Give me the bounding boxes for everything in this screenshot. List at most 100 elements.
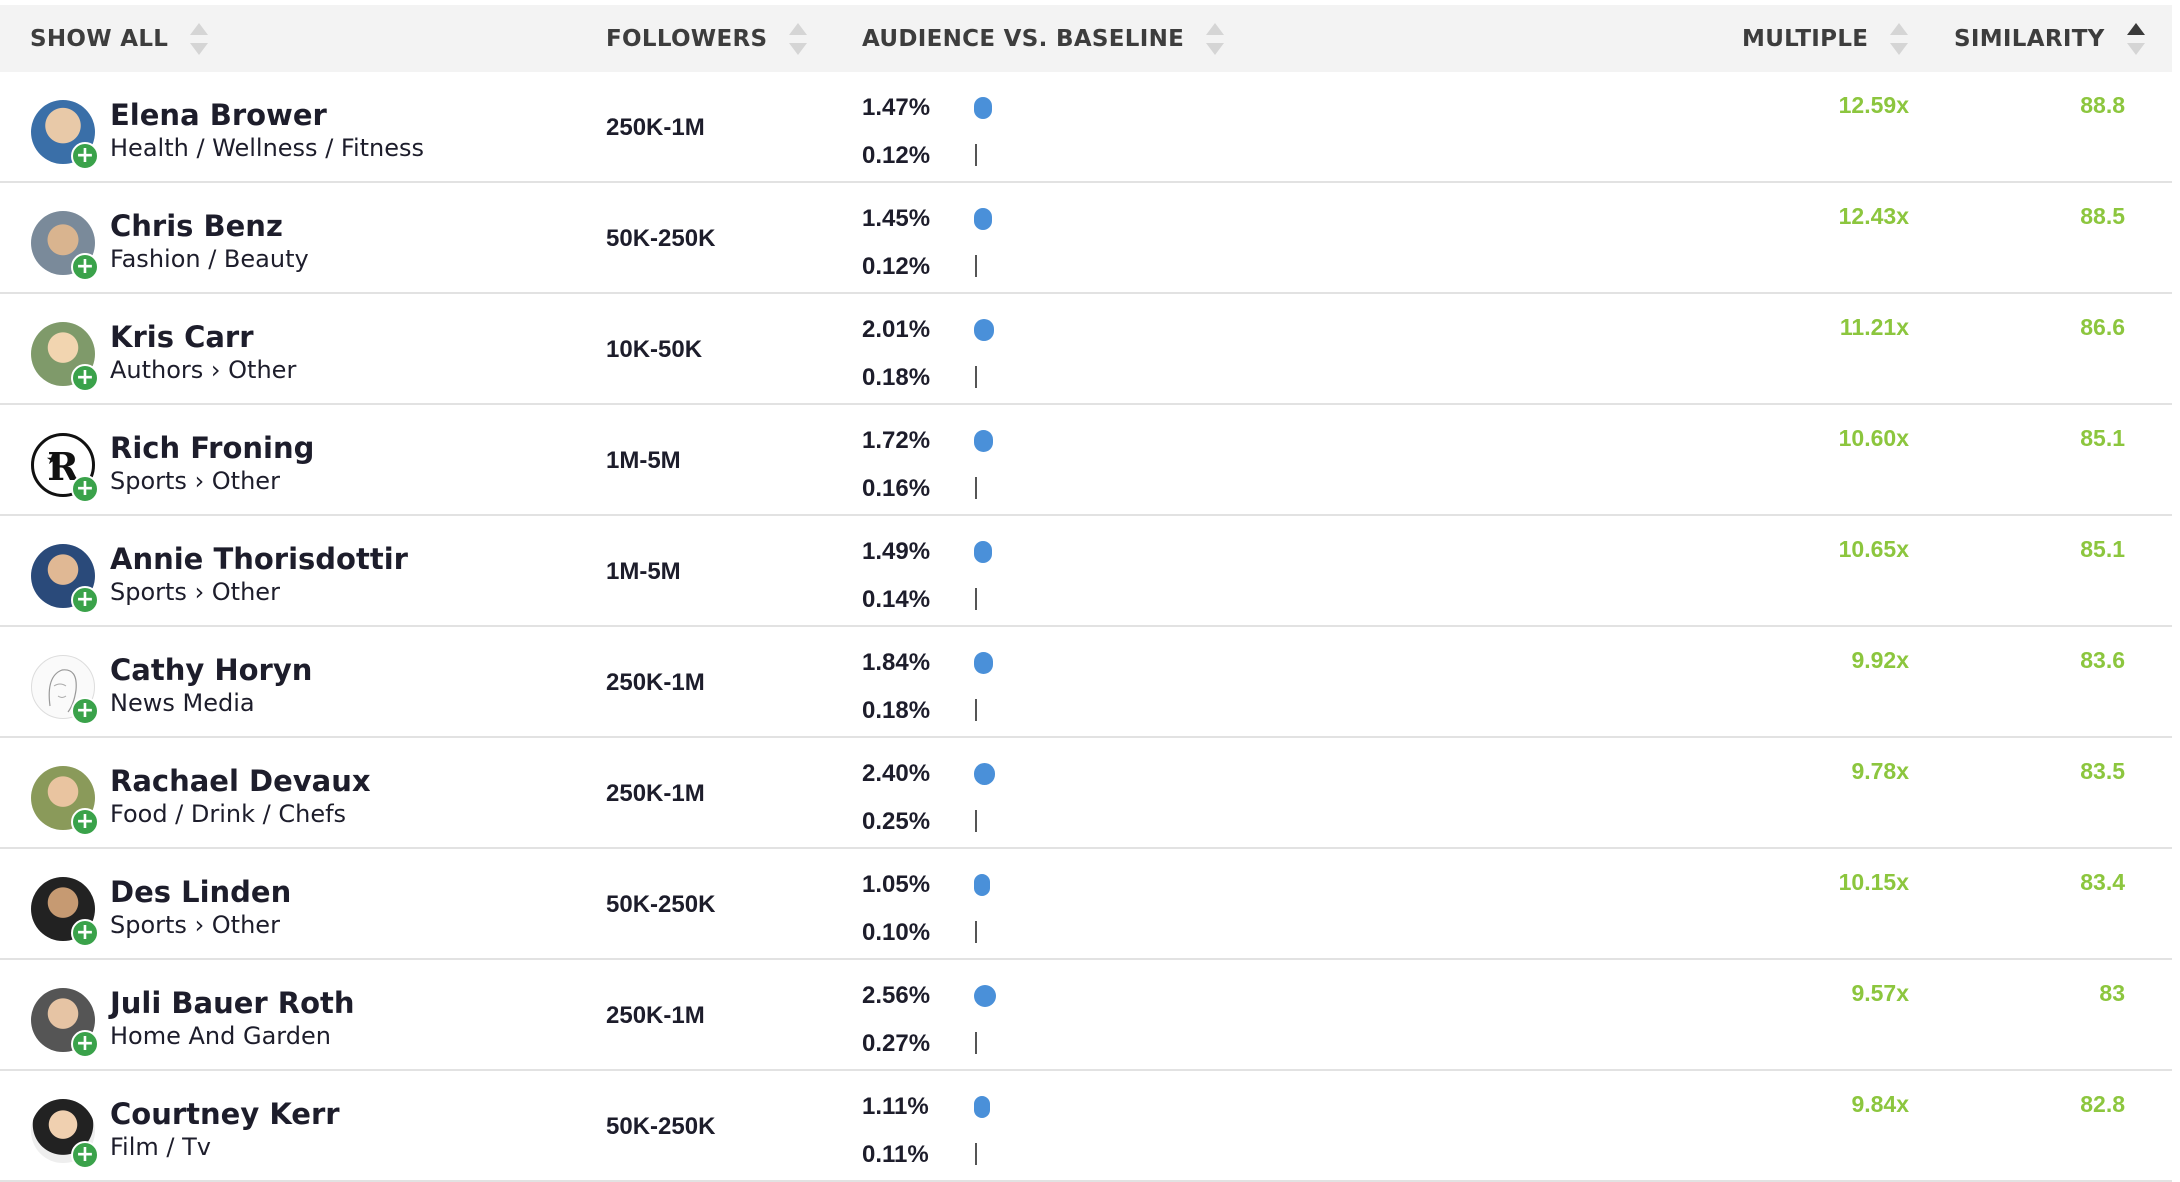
audience-percent: 1.11% <box>862 1093 929 1120</box>
table-row[interactable]: + Des Linden Sports › Other 50K-250K 1.0… <box>0 849 2172 960</box>
influencer-category: Sports › Other <box>110 578 280 606</box>
avatar[interactable]: + <box>31 877 99 947</box>
avatar[interactable]: + <box>31 211 99 281</box>
add-icon[interactable]: + <box>71 253 99 281</box>
influencer-name[interactable]: Courtney Kerr <box>110 1097 340 1131</box>
audience-percent: 2.01% <box>862 316 931 343</box>
avatar[interactable]: + <box>31 100 99 170</box>
sort-similarity[interactable]: SIMILARITY <box>1954 5 2145 72</box>
multiple-value: 12.43x <box>1838 203 1909 229</box>
add-icon[interactable]: + <box>71 1030 99 1058</box>
followers-range: 1M-5M <box>606 447 681 474</box>
followers-range: 250K-1M <box>606 780 705 807</box>
audience-bar <box>974 319 994 341</box>
avatar[interactable]: + <box>31 766 99 836</box>
add-icon[interactable]: + <box>71 919 99 947</box>
followers-range: 1M-5M <box>606 558 681 585</box>
similarity-value: 88.5 <box>2080 203 2125 229</box>
influencer-name[interactable]: Annie Thorisdottir <box>110 542 408 576</box>
add-icon[interactable]: + <box>71 586 99 614</box>
audience-bar <box>974 652 993 674</box>
influencer-name[interactable]: Elena Brower <box>110 98 327 132</box>
audience-percent: 2.56% <box>862 982 931 1009</box>
audience-header-label: AUDIENCE VS. BASELINE <box>862 25 1185 52</box>
table-row[interactable]: + Elena Brower Health / Wellness / Fitne… <box>0 72 2172 183</box>
similarity-value: 86.6 <box>2080 314 2125 340</box>
avatar[interactable]: + <box>31 988 99 1058</box>
similarity-value: 88.8 <box>2080 92 2125 118</box>
multiple-value: 9.78x <box>1851 758 1909 784</box>
avatar[interactable]: + <box>31 1099 99 1169</box>
similarity-value: 83 <box>2099 980 2125 1006</box>
avatar[interactable]: + <box>31 655 99 725</box>
sort-arrows-icon <box>1890 21 1909 57</box>
influencer-name[interactable]: Chris Benz <box>110 209 283 243</box>
similarity-value: 85.1 <box>2080 536 2125 562</box>
multiple-value: 12.59x <box>1838 92 1909 118</box>
followers-range: 50K-250K <box>606 1113 716 1140</box>
add-icon[interactable]: + <box>71 142 99 170</box>
table-row[interactable]: + Juli Bauer Roth Home And Garden 250K-1… <box>0 960 2172 1071</box>
add-icon[interactable]: + <box>71 1141 99 1169</box>
influencer-name[interactable]: Rich Froning <box>110 431 315 465</box>
baseline-bar <box>975 921 977 943</box>
influencer-name[interactable]: Des Linden <box>110 875 292 909</box>
influencer-name[interactable]: Rachael Devaux <box>110 764 371 798</box>
table-row[interactable]: + Chris Benz Fashion / Beauty 50K-250K 1… <box>0 183 2172 294</box>
sort-audience[interactable]: AUDIENCE VS. BASELINE <box>862 5 1225 72</box>
baseline-percent: 0.18% <box>862 697 931 724</box>
table-row[interactable]: + Kris Carr Authors › Other 10K-50K 2.01… <box>0 294 2172 405</box>
baseline-percent: 0.14% <box>862 586 931 613</box>
similarity-value: 83.6 <box>2080 647 2125 673</box>
followers-range: 50K-250K <box>606 225 716 252</box>
add-icon[interactable]: + <box>71 475 99 503</box>
table-body: + Elena Brower Health / Wellness / Fitne… <box>0 72 2172 1182</box>
table-row[interactable]: + Rachael Devaux Food / Drink / Chefs 25… <box>0 738 2172 849</box>
table-row[interactable]: R ★ + Rich Froning Sports › Other 1M-5M 1… <box>0 405 2172 516</box>
baseline-percent: 0.16% <box>862 475 931 502</box>
table-row[interactable]: + Courtney Kerr Film / Tv 50K-250K 1.11%… <box>0 1071 2172 1182</box>
multiple-value: 10.65x <box>1838 536 1909 562</box>
influencer-category: Health / Wellness / Fitness <box>110 134 425 162</box>
sort-arrows-icon <box>1206 21 1225 57</box>
audience-percent: 2.40% <box>862 760 931 787</box>
audience-bar <box>974 985 996 1007</box>
table-row[interactable]: + Annie Thorisdottir Sports › Other 1M-5… <box>0 516 2172 627</box>
sort-followers[interactable]: FOLLOWERS <box>606 5 808 72</box>
show-all-label: SHOW ALL <box>30 25 169 52</box>
influencer-name[interactable]: Kris Carr <box>110 320 254 354</box>
sort-arrows-icon <box>789 21 808 57</box>
influencer-category: Sports › Other <box>110 911 280 939</box>
baseline-bar <box>975 366 977 388</box>
sort-multiple[interactable]: MULTIPLE <box>1742 5 1909 72</box>
sort-show-all[interactable]: SHOW ALL <box>30 5 209 72</box>
add-icon[interactable]: + <box>71 364 99 392</box>
add-icon[interactable]: + <box>71 808 99 836</box>
influencer-name[interactable]: Cathy Horyn <box>110 653 313 687</box>
baseline-percent: 0.11% <box>862 1141 929 1168</box>
add-icon[interactable]: + <box>71 697 99 725</box>
baseline-bar <box>975 588 977 610</box>
multiple-value: 11.21x <box>1839 314 1909 340</box>
similarity-value: 83.4 <box>2080 869 2125 895</box>
followers-range: 250K-1M <box>606 669 705 696</box>
baseline-bar <box>975 144 977 166</box>
audience-bar <box>974 1096 990 1118</box>
influencer-category: Fashion / Beauty <box>110 245 309 273</box>
baseline-bar <box>975 1143 977 1165</box>
followers-range: 10K-50K <box>606 336 703 363</box>
multiple-value: 10.60x <box>1838 425 1909 451</box>
influencer-category: Sports › Other <box>110 467 280 495</box>
influencer-name[interactable]: Juli Bauer Roth <box>110 986 355 1020</box>
baseline-percent: 0.12% <box>862 142 931 169</box>
multiple-header-label: MULTIPLE <box>1742 25 1869 52</box>
similarity-value: 83.5 <box>2080 758 2125 784</box>
table-row[interactable]: + Cathy Horyn News Media 250K-1M 1.84% 0… <box>0 627 2172 738</box>
baseline-bar <box>975 255 977 277</box>
avatar[interactable]: + <box>31 322 99 392</box>
influencer-category: Film / Tv <box>110 1133 211 1161</box>
avatar[interactable]: + <box>31 544 99 614</box>
baseline-percent: 0.18% <box>862 364 931 391</box>
avatar[interactable]: R ★ + <box>31 433 99 503</box>
